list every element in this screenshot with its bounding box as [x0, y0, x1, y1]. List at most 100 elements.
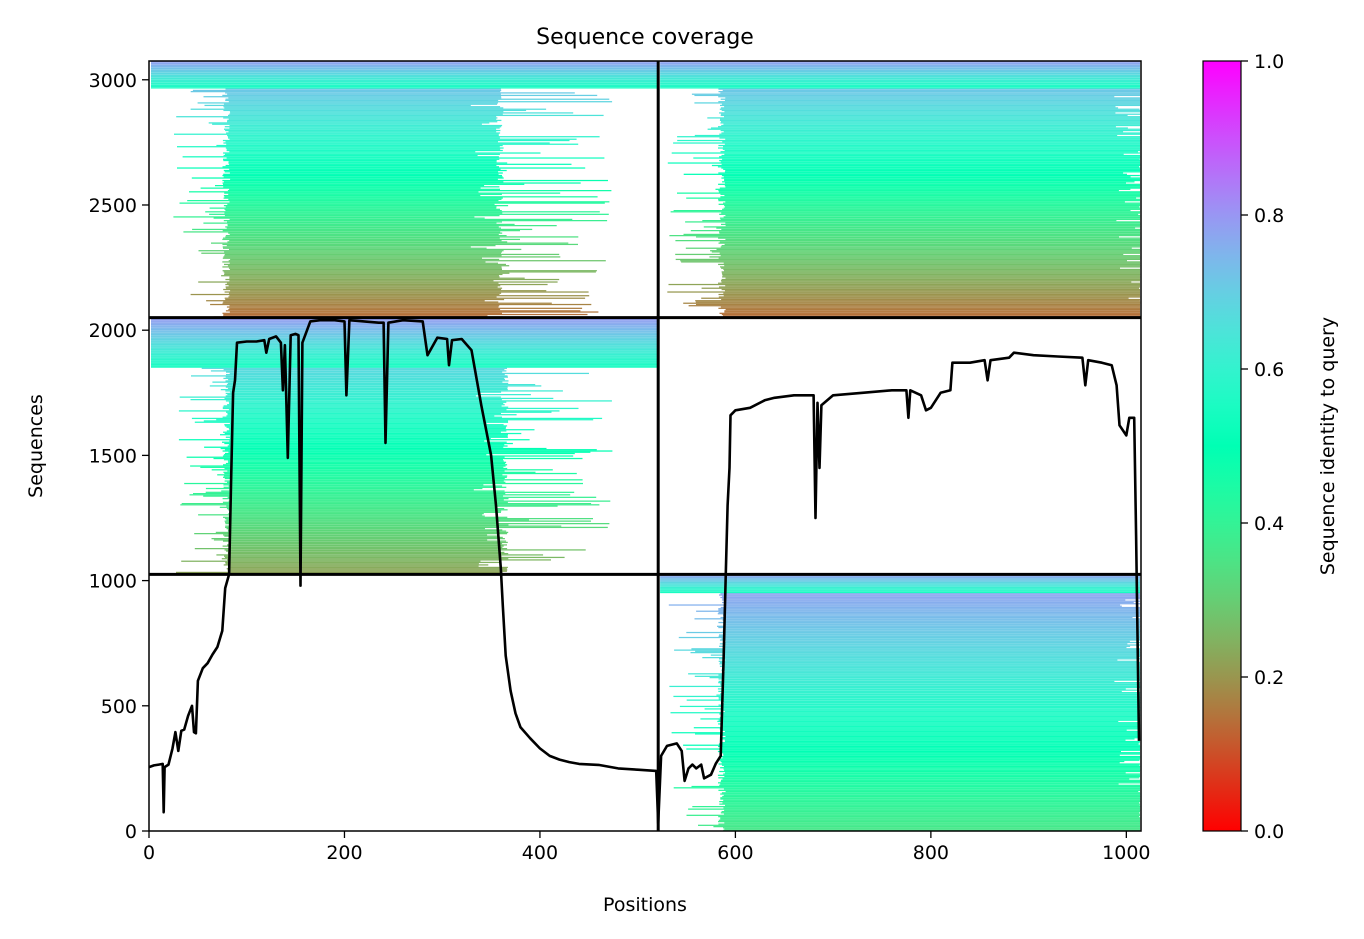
coverage-row [660, 590, 1140, 592]
coverage-row [226, 149, 503, 152]
coverage-row [224, 208, 500, 210]
coverage-row [718, 101, 1141, 103]
coverage-row [724, 809, 1141, 811]
coverage-row [685, 247, 1132, 249]
coverage-row [227, 221, 502, 223]
coverage-row [723, 633, 1140, 635]
coverage-row [713, 826, 1140, 828]
coverage-row [673, 787, 1141, 789]
coverage-row [722, 601, 1134, 604]
coverage-row [720, 118, 1140, 120]
coverage-row [224, 449, 597, 451]
coverage-row [718, 719, 1140, 721]
x-tick-label: 600 [717, 842, 753, 864]
coverage-row [660, 86, 1140, 88]
coverage-row [229, 536, 503, 539]
coverage-row [719, 312, 1140, 314]
coverage-row [660, 68, 1140, 70]
coverage-row [720, 783, 1119, 785]
coverage-row [151, 362, 658, 364]
coverage-row [228, 485, 503, 487]
coverage-row [151, 342, 658, 344]
coverage-row [180, 504, 600, 506]
x-tick-label: 400 [522, 842, 558, 864]
coverage-row [227, 119, 502, 122]
coverage-row [720, 760, 1125, 763]
coverage-row [723, 262, 1141, 264]
x-tick-label: 200 [326, 842, 362, 864]
coverage-row [718, 723, 1140, 725]
coverage-row [223, 476, 507, 478]
coverage-row [720, 749, 1140, 751]
y-tick-label: 2500 [89, 195, 137, 217]
coverage-row [190, 293, 500, 296]
coverage-row [210, 370, 507, 372]
coverage-row [151, 355, 658, 357]
coverage-row [178, 410, 560, 412]
coverage-row [190, 108, 547, 110]
coverage-row [228, 193, 502, 195]
coverage-row [724, 605, 1122, 607]
y-tick-label: 500 [101, 696, 137, 718]
coverage-row [722, 181, 1135, 183]
coverage-row [686, 814, 1140, 816]
coverage-row [721, 664, 1140, 666]
coverage-row [223, 109, 527, 112]
coverage-row [228, 427, 506, 430]
coverage-row [718, 678, 1141, 680]
coverage-row [227, 225, 557, 227]
coverage-row [720, 593, 1140, 595]
coverage-row [198, 281, 558, 283]
coverage-row [722, 738, 1135, 740]
coverage-row [228, 198, 502, 200]
coverage-row [226, 430, 507, 432]
coverage-row [696, 303, 1140, 306]
coverage-row [660, 584, 1140, 586]
coverage-row [226, 374, 505, 376]
coverage-row [211, 242, 569, 244]
coverage-row [702, 220, 1117, 222]
coverage-row [691, 785, 1140, 788]
coverage-row [720, 122, 1140, 124]
coverage-row [725, 308, 1140, 311]
coverage-row [226, 508, 505, 510]
coverage-row [227, 470, 505, 472]
coverage-row [222, 416, 502, 418]
coverage-row [225, 278, 560, 281]
coverage-row [151, 346, 658, 348]
coverage-row [225, 88, 501, 90]
coverage-row [722, 208, 1140, 210]
coverage-row [721, 779, 1140, 781]
coverage-row [226, 505, 558, 507]
coverage-row [725, 225, 1140, 227]
coverage-row [725, 615, 1140, 617]
coverage-row [720, 812, 1140, 814]
coverage-row [718, 745, 1141, 748]
coverage-row [183, 231, 501, 233]
coverage-row [667, 291, 1140, 293]
coverage-row [222, 270, 597, 272]
coverage-row [223, 103, 498, 105]
coverage-row [720, 193, 1141, 195]
coverage-row [724, 620, 1141, 622]
coverage-row [184, 482, 583, 485]
coverage-row [721, 288, 1140, 291]
coverage-row [720, 798, 1141, 800]
coverage-row [721, 177, 1140, 179]
coverage-row [224, 520, 591, 522]
coverage-row [228, 296, 497, 298]
coverage-row [660, 589, 1140, 591]
coverage-row [227, 412, 501, 415]
coverage-row [723, 131, 1124, 133]
coverage-row [229, 188, 500, 190]
coverage-row [151, 344, 658, 346]
coverage-row [718, 183, 1140, 185]
coverage-row [718, 307, 1140, 309]
coverage-row [222, 266, 502, 268]
coverage-row [660, 585, 1140, 587]
coverage-row [229, 280, 494, 282]
coverage-row [719, 231, 1140, 233]
coverage-row [717, 720, 1119, 723]
coverage-row [151, 62, 658, 64]
coverage-row [229, 440, 485, 442]
